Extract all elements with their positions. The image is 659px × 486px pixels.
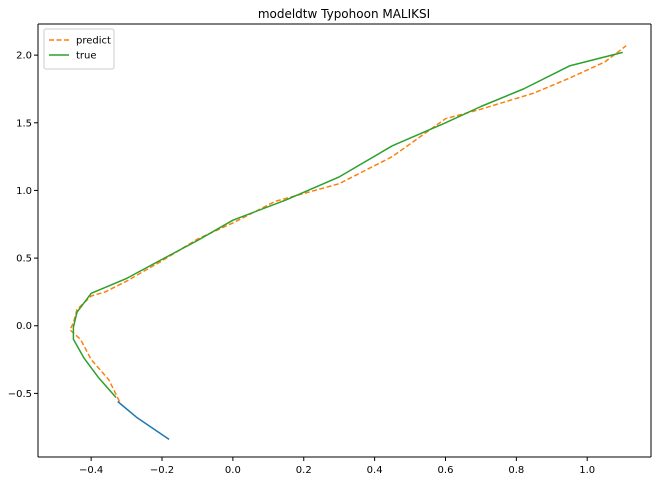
- y-tick-label: 1.0: [16, 186, 32, 197]
- y-axis-ticks: −0.5 0.0 0.5 1.0 1.5 2.0: [8, 51, 38, 400]
- legend-label-true: true: [76, 51, 97, 62]
- x-tick-label: 0.4: [367, 465, 383, 476]
- series-line-track: [117, 400, 170, 441]
- y-tick-label: 2.0: [16, 51, 32, 62]
- y-tick-label: 1.5: [16, 118, 32, 129]
- legend: predict true: [43, 28, 115, 70]
- y-tick-label: 0.0: [16, 321, 32, 332]
- chart-title: modeldtw Typohoon MALIKSI: [258, 7, 430, 21]
- y-tick-label: −0.5: [8, 389, 32, 400]
- x-tick-label: 0.0: [225, 465, 241, 476]
- series-layer: [69, 45, 627, 441]
- x-tick-label: 0.2: [296, 465, 312, 476]
- plot-area: [38, 24, 651, 457]
- x-tick-label: −0.2: [150, 465, 174, 476]
- series-line-true: [72, 51, 623, 398]
- x-tick-label: −0.4: [79, 465, 103, 476]
- x-tick-label: 0.6: [438, 465, 454, 476]
- x-tick-label: 0.8: [508, 465, 524, 476]
- axes-frame: [37, 23, 652, 458]
- legend-label-predict: predict: [76, 36, 111, 47]
- y-tick-label: 0.5: [16, 254, 32, 265]
- x-tick-label: 1.0: [579, 465, 595, 476]
- legend-box: [43, 28, 115, 70]
- x-axis-ticks: −0.4 −0.2 0.0 0.2 0.4 0.6 0.8 1.0: [79, 457, 595, 476]
